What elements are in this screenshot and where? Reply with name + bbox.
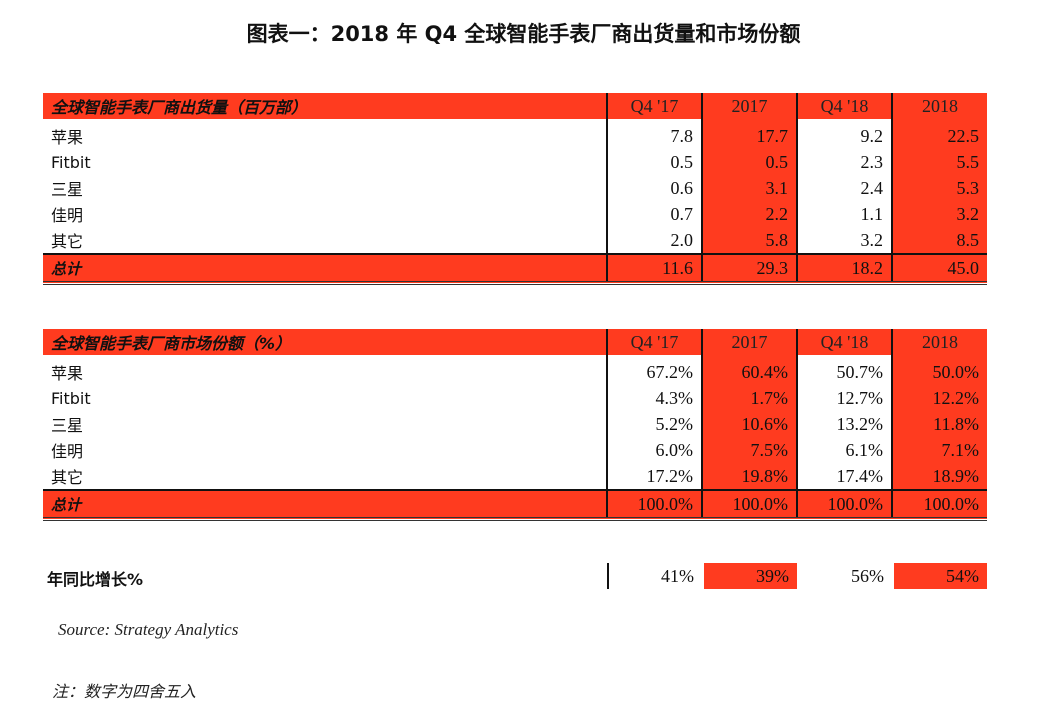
column-header: 2017 <box>702 329 798 355</box>
yoy-label: 年同比增长% <box>47 570 144 589</box>
table-cell: 8.5 <box>891 227 987 254</box>
table-cell: 17.2% <box>606 463 702 490</box>
table-cell: 0.5 <box>701 149 797 175</box>
table-cell: 5.3 <box>891 175 987 201</box>
row-label: Fitbit <box>51 388 91 408</box>
total-row: 总计 11.6 29.3 18.2 45.0 <box>43 253 987 285</box>
page-title: 图表一：2018 年 Q4 全球智能手表厂商出货量和市场份额 <box>246 22 801 46</box>
table-cell: 50.7% <box>796 355 892 385</box>
table-cell: 13.2% <box>796 411 892 437</box>
table-row: 三星 0.6 3.1 2.4 5.3 <box>43 175 987 201</box>
market-share-header-label: 全球智能手表厂商市场份额（%） <box>43 329 608 355</box>
table-cell: 7.5% <box>701 437 797 463</box>
market-share-header-row: 全球智能手表厂商市场份额（%） Q4 '17 2017 Q4 '18 2018 <box>43 329 987 355</box>
total-cell: 100.0% <box>891 489 987 521</box>
table-cell: 18.9% <box>891 463 987 490</box>
footnote: 注：数字为四舍五入 <box>52 682 197 701</box>
table-row: 苹果 67.2% 60.4% 50.7% 50.0% <box>43 355 987 385</box>
divider <box>607 563 609 589</box>
table-cell: 60.4% <box>701 355 797 385</box>
table-row: 三星 5.2% 10.6% 13.2% 11.8% <box>43 411 987 437</box>
table-row: 苹果 7.8 17.7 9.2 22.5 <box>43 119 987 149</box>
yoy-cell: 41% <box>661 566 694 586</box>
total-row: 总计 100.0% 100.0% 100.0% 100.0% <box>43 489 987 521</box>
row-label: 其它 <box>51 468 84 487</box>
row-label: 佳明 <box>51 206 84 225</box>
table-cell: 5.8 <box>701 227 797 254</box>
table-cell: 2.2 <box>701 201 797 227</box>
row-label: 苹果 <box>51 364 84 383</box>
total-cell: 100.0% <box>606 489 702 521</box>
table-cell: 0.7 <box>606 201 702 227</box>
table-cell: 2.3 <box>796 149 892 175</box>
shipments-header-label: 全球智能手表厂商出货量（百万部） <box>43 93 608 119</box>
total-label: 总计 <box>43 489 607 521</box>
table-cell: 17.7 <box>701 119 797 149</box>
table-cell: 3.2 <box>796 227 892 254</box>
total-cell: 11.6 <box>606 253 702 285</box>
total-cell: 100.0% <box>796 489 892 521</box>
table-cell: 10.6% <box>701 411 797 437</box>
table-cell: 7.1% <box>891 437 987 463</box>
table-cell: 4.3% <box>606 385 702 411</box>
total-cell: 100.0% <box>701 489 797 521</box>
table-cell: 22.5 <box>891 119 987 149</box>
table-cell: 19.8% <box>701 463 797 490</box>
column-header: Q4 '17 <box>607 329 703 355</box>
table-cell: 12.2% <box>891 385 987 411</box>
yoy-cell: 56% <box>851 566 884 586</box>
column-header: 2018 <box>892 93 987 119</box>
table-cell: 6.1% <box>796 437 892 463</box>
table-cell: 6.0% <box>606 437 702 463</box>
table-row: 佳明 0.7 2.2 1.1 3.2 <box>43 201 987 227</box>
yoy-cell: 54% <box>894 563 987 589</box>
table-cell: 5.5 <box>891 149 987 175</box>
table-row: 佳明 6.0% 7.5% 6.1% 7.1% <box>43 437 987 463</box>
total-cell: 29.3 <box>701 253 797 285</box>
row-label: 三星 <box>51 416 84 435</box>
table-cell: 0.6 <box>606 175 702 201</box>
table-cell: 1.7% <box>701 385 797 411</box>
column-header: Q4 '17 <box>607 93 703 119</box>
source-note: Source: Strategy Analytics <box>58 620 239 639</box>
column-header: Q4 '18 <box>797 93 893 119</box>
column-header: Q4 '18 <box>797 329 893 355</box>
row-label: 其它 <box>51 232 84 251</box>
table-cell: 3.2 <box>891 201 987 227</box>
table-cell: 17.4% <box>796 463 892 490</box>
row-label: 三星 <box>51 180 84 199</box>
total-cell: 45.0 <box>891 253 987 285</box>
market-share-table: 全球智能手表厂商市场份额（%） Q4 '17 2017 Q4 '18 2018 … <box>43 329 987 521</box>
table-row: 其它 17.2% 19.8% 17.4% 18.9% <box>43 463 987 490</box>
table-cell: 7.8 <box>606 119 702 149</box>
table-cell: 1.1 <box>796 201 892 227</box>
table-cell: 12.7% <box>796 385 892 411</box>
yoy-growth-row: 年同比增长% 41% 39% 56% 54% <box>43 563 987 589</box>
table-cell: 0.5 <box>606 149 702 175</box>
column-header: 2018 <box>892 329 987 355</box>
row-label: Fitbit <box>51 152 91 172</box>
row-label: 苹果 <box>51 128 84 147</box>
row-label: 佳明 <box>51 442 84 461</box>
table-cell: 11.8% <box>891 411 987 437</box>
table-cell: 5.2% <box>606 411 702 437</box>
table-row: Fitbit 0.5 0.5 2.3 5.5 <box>43 149 987 175</box>
table-row: 其它 2.0 5.8 3.2 8.5 <box>43 227 987 254</box>
total-label: 总计 <box>43 253 607 285</box>
table-cell: 67.2% <box>606 355 702 385</box>
table-cell: 3.1 <box>701 175 797 201</box>
total-cell: 18.2 <box>796 253 892 285</box>
table-cell: 9.2 <box>796 119 892 149</box>
table-cell: 50.0% <box>891 355 987 385</box>
table-cell: 2.4 <box>796 175 892 201</box>
shipments-table: 全球智能手表厂商出货量（百万部） Q4 '17 2017 Q4 '18 2018… <box>43 93 987 285</box>
column-header: 2017 <box>702 93 798 119</box>
shipments-header-row: 全球智能手表厂商出货量（百万部） Q4 '17 2017 Q4 '18 2018 <box>43 93 987 119</box>
table-row: Fitbit 4.3% 1.7% 12.7% 12.2% <box>43 385 987 411</box>
yoy-cell: 39% <box>704 563 797 589</box>
table-cell: 2.0 <box>606 227 702 254</box>
